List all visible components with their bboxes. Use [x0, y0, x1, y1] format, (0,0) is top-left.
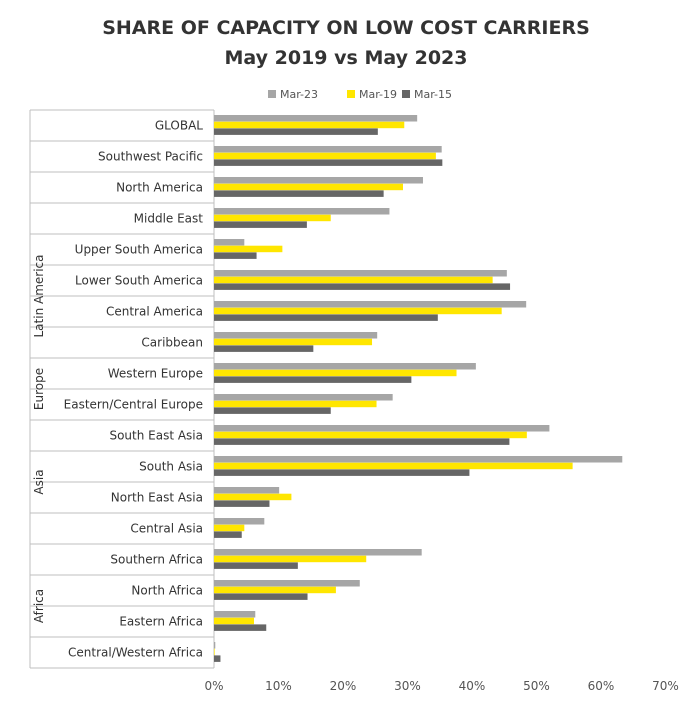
category-label: Upper South America [75, 243, 203, 257]
category-label: South East Asia [109, 429, 203, 443]
group-label-4: Africa [32, 589, 46, 623]
bar-mar-15 [214, 314, 438, 321]
bar-mar-23 [214, 642, 216, 649]
bar-mar-15 [214, 624, 267, 631]
bar-mar-15 [214, 376, 412, 383]
bar-mar-19 [214, 431, 527, 439]
group-label-3: Asia [32, 469, 46, 494]
category-label: North Africa [131, 584, 203, 598]
category-label: Western Europe [108, 367, 203, 381]
bar-mar-19 [214, 617, 254, 625]
category-label: North America [116, 181, 203, 195]
legend-swatch-1 [347, 90, 355, 98]
chart-subtitle: May 2019 vs May 2023 [225, 47, 468, 69]
bar-mar-15 [214, 159, 443, 166]
bar-mar-23 [214, 270, 507, 277]
x-tick-label: 40% [459, 679, 486, 693]
bar-mar-23 [214, 146, 442, 153]
bar-mar-15 [214, 593, 308, 600]
category-label: Middle East [134, 212, 204, 226]
bar-mar-23 [214, 518, 265, 525]
bar-mar-15 [214, 221, 307, 228]
bars [214, 115, 623, 662]
bar-mar-15 [214, 283, 511, 290]
bar-mar-23 [214, 177, 423, 184]
chart-title: SHARE OF CAPACITY ON LOW COST CARRIERS [102, 17, 590, 39]
bar-mar-19 [214, 369, 457, 377]
bar-mar-15 [214, 252, 257, 259]
x-tick-label: 50% [523, 679, 550, 693]
category-label: North East Asia [111, 491, 203, 505]
category-label: Central America [106, 305, 203, 319]
bar-mar-19 [214, 462, 573, 470]
bar-mar-19 [214, 338, 373, 346]
bar-mar-23 [214, 363, 476, 370]
category-label: South Asia [139, 460, 203, 474]
category-label: Southwest Pacific [98, 150, 203, 164]
bar-mar-19 [214, 121, 405, 129]
bar-mar-15 [214, 500, 270, 507]
legend-label-0: Mar-23 [280, 88, 318, 101]
x-tick-label: 20% [330, 679, 357, 693]
category-label: Central/Western Africa [68, 646, 203, 660]
bar-mar-19 [214, 276, 493, 284]
legend-label-2: Mar-15 [414, 88, 452, 101]
bar-mar-15 [214, 345, 314, 352]
legend-swatch-2 [402, 90, 410, 98]
bar-mar-15 [214, 438, 510, 445]
bar-mar-23 [214, 456, 623, 463]
x-tick-label: 30% [394, 679, 421, 693]
legend: Mar-23 Mar-19 Mar-15 [268, 88, 452, 101]
category-label: GLOBAL [155, 119, 203, 133]
legend-swatch-0 [268, 90, 276, 98]
group-labels: Latin America Europe Asia Africa [32, 255, 46, 624]
category-label: Central Asia [130, 522, 203, 536]
bar-mar-23 [214, 580, 360, 587]
group-label-1: Latin America [32, 255, 46, 338]
bar-mar-19 [214, 152, 436, 160]
bar-mar-19 [214, 400, 377, 408]
x-tick-label: 70% [652, 679, 679, 693]
bar-mar-23 [214, 332, 378, 339]
bar-mar-19 [214, 493, 292, 501]
group-label-2: Europe [32, 368, 46, 410]
bar-mar-19 [214, 524, 245, 532]
category-labels: GLOBAL Southwest Pacific North America Midd… [64, 119, 204, 660]
category-label: Lower South America [75, 274, 203, 288]
bar-mar-15 [214, 469, 470, 476]
bar-mar-19 [214, 307, 502, 315]
bar-mar-23 [214, 301, 527, 308]
bar-mar-15 [214, 531, 242, 538]
bar-mar-23 [214, 239, 245, 246]
legend-label-1: Mar-19 [359, 88, 397, 101]
bar-mar-23 [214, 611, 256, 618]
bar-mar-19 [214, 214, 331, 222]
x-tick-label: 0% [204, 679, 223, 693]
bar-mar-19 [214, 245, 283, 253]
bar-mar-15 [214, 128, 378, 135]
x-tick-label: 60% [588, 679, 615, 693]
bar-mar-23 [214, 394, 393, 401]
bar-mar-19 [214, 648, 215, 656]
bar-mar-19 [214, 555, 367, 563]
bar-mar-15 [214, 562, 298, 569]
bar-mar-15 [214, 190, 384, 197]
bar-mar-19 [214, 183, 403, 191]
bar-mar-23 [214, 208, 390, 215]
bar-mar-23 [214, 549, 422, 556]
x-axis-ticks: 0% 10% 20% 30% 40% 50% 60% 70% [204, 679, 678, 693]
category-label: Southern Africa [110, 553, 203, 567]
category-label: Eastern/Central Europe [64, 398, 203, 412]
bar-mar-19 [214, 586, 336, 594]
bar-mar-23 [214, 425, 550, 432]
bar-mar-15 [214, 407, 331, 414]
x-tick-label: 10% [265, 679, 292, 693]
category-label: Eastern Africa [119, 615, 203, 629]
category-frame [29, 109, 215, 669]
bar-mar-23 [214, 487, 280, 494]
category-label: Caribbean [141, 336, 203, 350]
bar-mar-15 [214, 655, 221, 662]
bar-mar-23 [214, 115, 418, 122]
